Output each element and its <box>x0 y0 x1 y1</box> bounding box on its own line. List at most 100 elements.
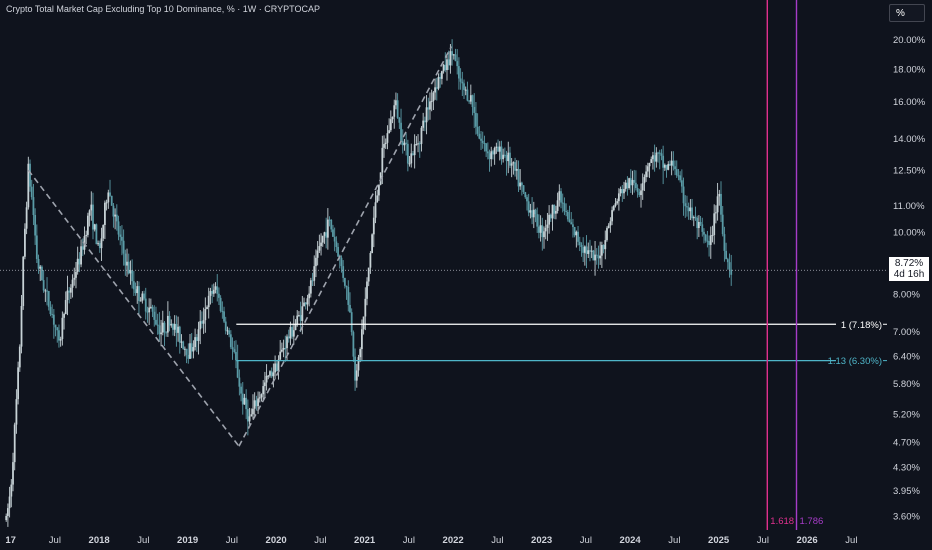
candle <box>114 208 117 230</box>
candle <box>27 156 30 210</box>
candle <box>503 147 506 158</box>
candle <box>514 157 516 177</box>
candle <box>660 149 663 161</box>
candle <box>197 321 200 355</box>
candle <box>235 340 237 369</box>
trend-line[interactable] <box>238 46 453 447</box>
candle <box>529 203 532 219</box>
candle <box>250 408 253 417</box>
candle <box>59 336 62 347</box>
candle <box>289 321 292 346</box>
candle <box>81 238 84 257</box>
candle <box>298 311 300 317</box>
candle <box>565 203 568 217</box>
candle <box>400 108 402 145</box>
candle <box>20 294 23 354</box>
candle <box>592 249 595 261</box>
candle <box>262 380 265 401</box>
candle <box>507 141 510 174</box>
candle <box>313 255 316 286</box>
candle <box>180 334 183 349</box>
current-price-badge: 8.72% 4d 16h <box>889 257 929 281</box>
candle <box>510 158 513 178</box>
price-axis[interactable]: 20.00% 18.00% 16.00% 14.00% 12.50% 11.00% 10.0… <box>893 35 926 523</box>
candle <box>78 252 81 273</box>
candle <box>418 141 421 158</box>
candle <box>427 97 430 121</box>
candle <box>126 248 128 277</box>
candle <box>80 239 82 268</box>
candle <box>146 306 149 323</box>
candle <box>333 227 336 252</box>
candle <box>342 260 345 283</box>
x-tick-label: 2023 <box>531 535 552 546</box>
candle <box>6 503 9 527</box>
candle <box>141 291 144 304</box>
candle <box>612 204 615 212</box>
candle <box>726 257 729 270</box>
candle <box>104 200 106 240</box>
candle <box>211 284 214 304</box>
candle <box>223 306 225 324</box>
candle <box>12 452 14 492</box>
candle <box>520 181 523 196</box>
candle <box>323 231 326 244</box>
candle <box>248 407 251 425</box>
candle <box>662 145 665 185</box>
y-tick-label: 18.00% <box>893 64 926 75</box>
candle <box>46 277 48 306</box>
candle <box>670 151 673 176</box>
candle <box>224 316 227 335</box>
candle <box>66 275 69 316</box>
candle <box>343 277 346 289</box>
candle <box>396 93 399 119</box>
trend-line[interactable] <box>27 169 240 447</box>
candle <box>63 312 65 330</box>
candle <box>326 208 329 250</box>
candle <box>155 306 157 326</box>
candle <box>357 354 360 377</box>
y-tick-label: 3.95% <box>893 486 920 497</box>
y-tick-label: 10.00% <box>893 228 926 239</box>
candle <box>350 308 353 336</box>
candle <box>551 204 554 231</box>
candle <box>340 255 343 273</box>
candle <box>505 150 508 176</box>
y-tick-label: 5.80% <box>893 379 920 390</box>
candle <box>709 226 712 259</box>
candle <box>139 297 142 302</box>
candle <box>417 134 419 153</box>
candle <box>56 327 59 343</box>
time-axis[interactable]: 17 Jul 2018 Jul 2019 Jul 2020 Jul 2021 Jul 2022 Jul… <box>5 535 857 546</box>
candle <box>367 267 370 287</box>
candle <box>386 125 389 150</box>
candle <box>51 304 54 319</box>
percent-scale-button[interactable]: % <box>889 4 925 22</box>
candle <box>580 242 583 257</box>
candle <box>641 173 644 200</box>
y-tick-label: 16.00% <box>893 97 926 108</box>
candle <box>447 50 450 70</box>
candle <box>674 160 676 176</box>
candle <box>255 395 258 411</box>
candle <box>49 301 52 317</box>
candle <box>372 206 375 248</box>
candle <box>282 339 285 358</box>
candle <box>532 201 535 229</box>
x-tick-label: 2018 <box>89 535 110 546</box>
candle <box>337 243 339 257</box>
candle <box>595 248 598 265</box>
candle <box>384 138 387 149</box>
x-tick-label: Jul <box>49 535 61 546</box>
candle <box>577 226 579 246</box>
candle <box>720 181 722 222</box>
candle <box>422 112 425 131</box>
candle <box>604 230 607 260</box>
candle <box>92 192 94 240</box>
candle <box>716 182 719 221</box>
candle <box>509 146 511 169</box>
candle <box>246 399 249 436</box>
candle <box>231 337 234 360</box>
candle <box>524 191 527 199</box>
